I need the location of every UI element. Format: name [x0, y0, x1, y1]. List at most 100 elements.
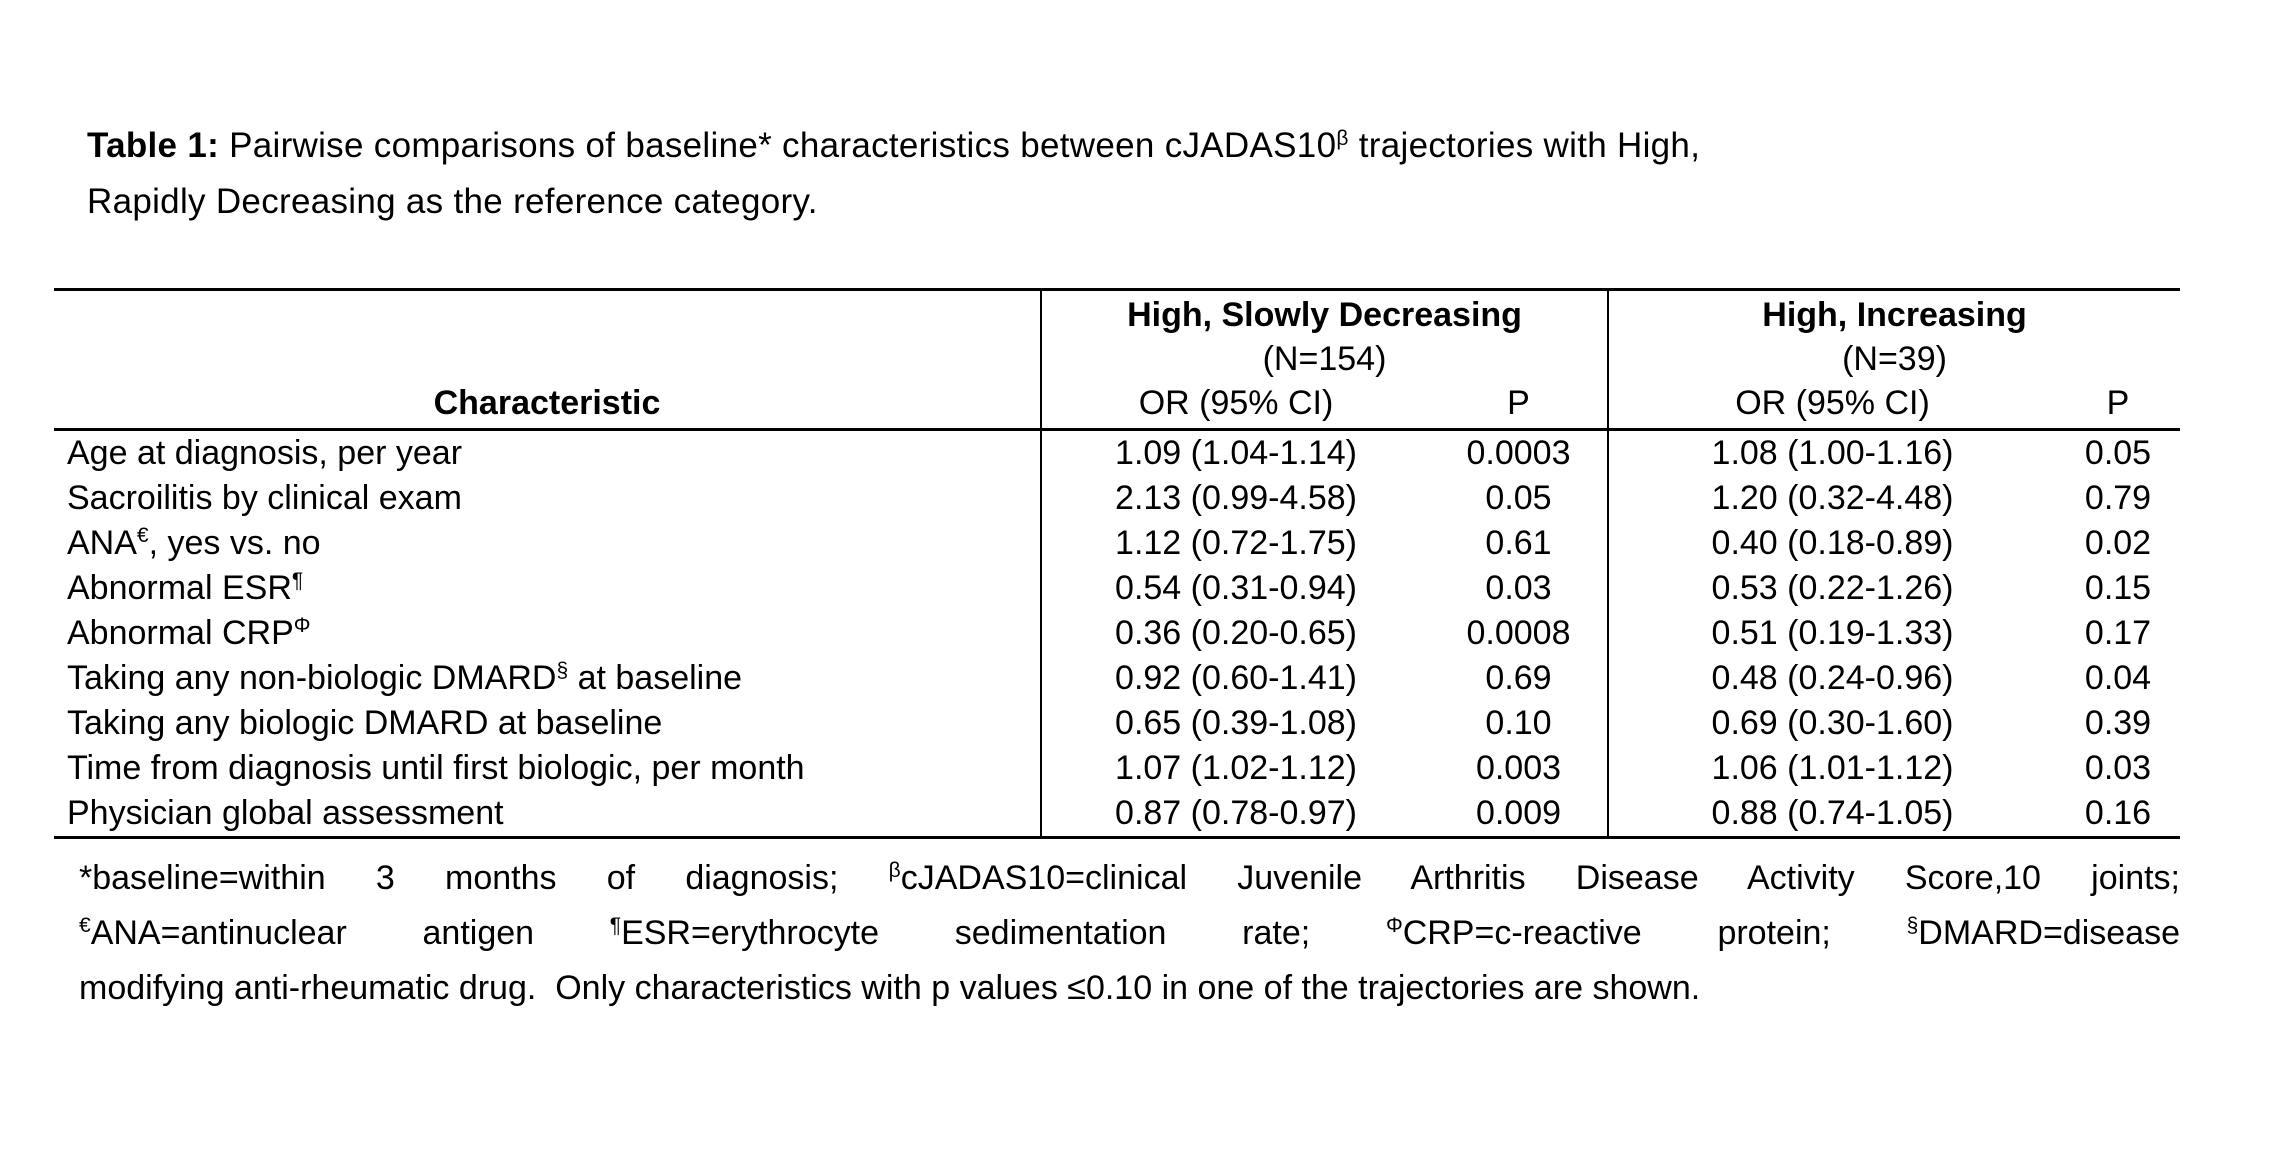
characteristic-cell: Sacroilitis by clinical exam [54, 476, 1041, 521]
characteristic-cell: Abnormal CRPΦ [54, 611, 1041, 656]
group-header-high-slowly-decreasing: High, Slowly Decreasing [1039, 289, 1609, 340]
or1-cell: 1.12 (0.72-1.75) [1040, 520, 1430, 566]
characteristic-cell: Abnormal ESR¶ [54, 566, 1041, 611]
or1-cell: 0.36 (0.20-0.65) [1040, 610, 1430, 656]
or2-cell: 0.48 (0.24-0.96) [1607, 655, 2057, 701]
column-header-p-2: P [2056, 383, 2181, 431]
or2-cell: 1.08 (1.00-1.16) [1607, 429, 2057, 476]
p1-cell: 0.003 [1475, 748, 1562, 787]
or1-cell: 2.13 (0.99-4.58) [1040, 475, 1430, 521]
column-header-or-1: OR (95% CI) [1040, 383, 1430, 431]
table-row: Taking any biologic DMARD at baseline 0.6… [54, 700, 2180, 746]
table-row: Age at diagnosis, per year 1.09 (1.04-1.1… [54, 429, 2180, 476]
or1-cell: 1.09 (1.04-1.14) [1040, 429, 1430, 476]
p1-cell: 0.10 [1485, 703, 1552, 742]
or2-cell: 1.20 (0.32-4.48) [1607, 475, 2057, 521]
text-segment: cJADAS10=clinical Juvenile Arthritis Dis… [900, 859, 2180, 897]
superscript: ¶ [291, 568, 304, 592]
p2-cell: 0.05 [2084, 433, 2152, 472]
group-n-row: (N=154) (N=39) [54, 339, 2181, 384]
or2-cell: 0.88 (0.74-1.05) [1607, 790, 2057, 837]
or1-cell: 0.92 (0.60-1.41) [1040, 655, 1430, 701]
characteristic-cell: Time from diagnosis until first biologic… [54, 746, 1041, 791]
column-header-or-2: OR (95% CI) [1607, 383, 2057, 431]
p2-cell: 0.02 [2084, 523, 2152, 562]
superscript: β [1336, 127, 1349, 150]
text-segment: Abnormal ESR [67, 568, 292, 607]
superscript: § [556, 658, 569, 682]
table-row: Abnormal CRPΦ 0.36 (0.20-0.65) 0.0008 0.51 … [54, 610, 2180, 656]
text-segment: Taking any non-biologic DMARD [67, 658, 557, 697]
p2-cell: 0.15 [2084, 568, 2152, 607]
text-segment: CRP=c-reactive protein; [1402, 914, 1907, 952]
table-row: Taking any non-biologic DMARD§ at baseli… [54, 655, 2180, 701]
footnote: *baseline=within 3 months of diagnosis; … [54, 851, 2180, 1016]
empty-cell [54, 340, 1041, 384]
table-row: Time from diagnosis until first biologic… [54, 745, 2180, 791]
p1-cell: 0.61 [1485, 523, 1552, 562]
p2-cell: 0.03 [2084, 748, 2152, 787]
or2-cell: 0.51 (0.19-1.33) [1607, 610, 2057, 656]
footnote-line-2: €ANA=antinuclear antigen ¶ESR=erythrocyt… [54, 906, 2180, 961]
p2-cell: 0.39 [2084, 703, 2152, 742]
p1-cell: 0.0008 [1466, 613, 1571, 652]
table-body: Age at diagnosis, per year 1.09 (1.04-1.1… [54, 429, 2180, 837]
table-row: Abnormal ESR¶ 0.54 (0.31-0.94) 0.03 0.53 (0… [54, 565, 2180, 611]
table-header: High, Slowly Decreasing High, Increasing… [54, 289, 2181, 431]
characteristic-cell: Taking any non-biologic DMARD§ at baseli… [54, 656, 1041, 701]
superscript: ¶ [609, 914, 622, 937]
text-segment: *baseline=within 3 months of diagnosis; [79, 859, 889, 897]
caption-line-1: Table 1: Pairwise comparisons of baselin… [87, 118, 2207, 174]
or2-cell: 1.06 (1.01-1.12) [1607, 745, 2057, 791]
superscript: Φ [1385, 914, 1403, 937]
superscript: β [888, 859, 901, 882]
table-caption: Table 1: Pairwise comparisons of baselin… [87, 118, 2207, 230]
superscript: € [79, 914, 91, 937]
text-segment: DMARD=disease [1918, 914, 2180, 952]
p2-cell: 0.17 [2084, 613, 2152, 652]
p2-cell: 0.16 [2084, 793, 2152, 832]
characteristic-cell: Taking any biologic DMARD at baseline [54, 701, 1041, 746]
table-row: ANA€, yes vs. no 1.12 (0.72-1.75) 0.61 0.40… [54, 520, 2180, 566]
column-header-characteristic: Characteristic [54, 383, 1041, 431]
text-segment: Rapidly Decreasing as the reference cate… [87, 182, 818, 221]
text-segment: ESR=erythrocyte sedimentation rate; [621, 914, 1386, 952]
table-row: Physician global assessment 0.87 (0.78-0.… [54, 790, 2180, 838]
p1-cell: 0.05 [1485, 478, 1552, 517]
text-segment: Table 1: [87, 126, 220, 165]
text-segment: Pairwise comparisons of baseline* charac… [219, 126, 1337, 165]
superscript: € [136, 523, 149, 547]
column-header-row: Characteristic OR (95% CI) P OR (95% CI)… [54, 383, 2181, 431]
or1-cell: 0.54 (0.31-0.94) [1040, 565, 1430, 611]
p2-cell: 0.04 [2084, 658, 2152, 697]
footnote-line-1: *baseline=within 3 months of diagnosis; … [54, 851, 2180, 906]
superscript: Φ [293, 613, 311, 637]
or2-cell: 0.69 (0.30-1.60) [1607, 700, 2057, 746]
text-segment: Taking any biologic DMARD at baseline [67, 703, 663, 742]
group-title-row: High, Slowly Decreasing High, Increasing [54, 289, 2181, 340]
comparison-table: High, Slowly Decreasing High, Increasing… [54, 288, 2181, 839]
text-segment: modifying anti-rheumatic drug. Only char… [79, 969, 1701, 1007]
text-segment: , yes vs. no [148, 523, 321, 562]
text-segment: Abnormal CRP [67, 613, 294, 652]
p1-cell: 0.03 [1485, 568, 1552, 607]
p1-cell: 0.009 [1475, 793, 1562, 832]
or2-cell: 0.40 (0.18-0.89) [1607, 520, 2057, 566]
text-segment: at baseline [568, 658, 743, 697]
characteristic-cell: Physician global assessment [54, 791, 1041, 838]
caption-line-2: Rapidly Decreasing as the reference cate… [87, 174, 2207, 230]
or1-cell: 0.87 (0.78-0.97) [1040, 790, 1430, 837]
superscript: § [1906, 914, 1919, 937]
p1-cell: 0.69 [1485, 658, 1552, 697]
column-header-p-1: P [1430, 383, 1609, 431]
group-header-high-increasing: High, Increasing [1607, 289, 2181, 340]
text-segment: Physician global assessment [67, 793, 504, 832]
p1-cell: 0.0003 [1466, 433, 1571, 472]
characteristic-cell: ANA€, yes vs. no [54, 521, 1041, 566]
characteristic-cell: Age at diagnosis, per year [54, 429, 1041, 476]
text-segment: ANA=antinuclear antigen [90, 914, 610, 952]
text-segment: ANA [67, 523, 137, 562]
or1-cell: 0.65 (0.39-1.08) [1040, 700, 1430, 746]
table-row: Sacroilitis by clinical exam 2.13 (0.99-4… [54, 475, 2180, 521]
